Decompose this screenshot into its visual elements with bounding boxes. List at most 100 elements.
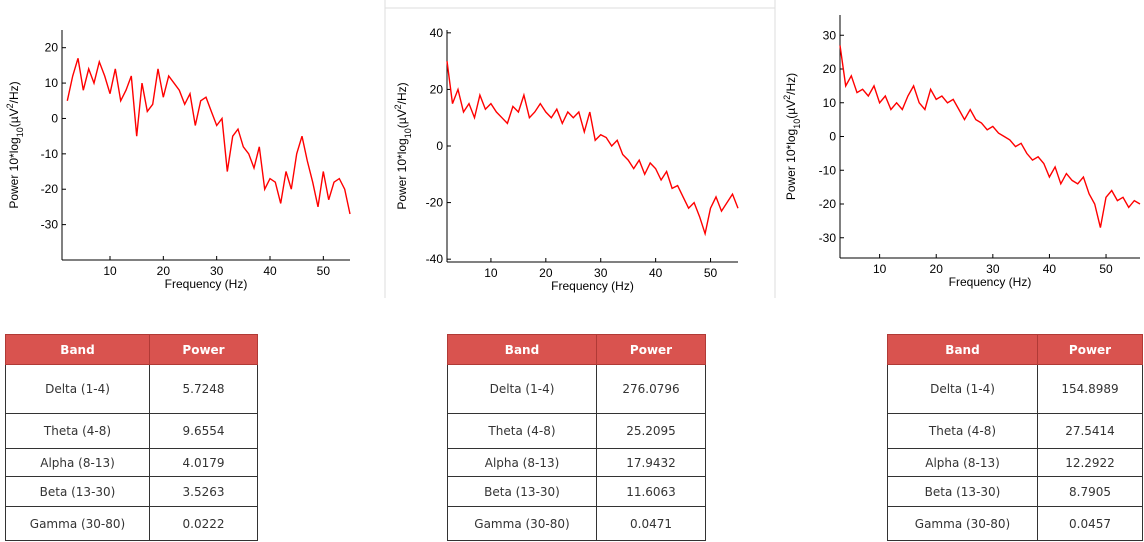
y-tick-label: -20 bbox=[41, 182, 59, 196]
x-tick-label: 30 bbox=[210, 264, 224, 278]
y-tick-label: 10 bbox=[45, 76, 59, 90]
table-row: Beta (13-30) 8.7905 bbox=[887, 476, 1143, 507]
y-axis-label-part: Power 10*log bbox=[395, 138, 409, 209]
table-cell: Alpha (8-13) bbox=[447, 448, 597, 477]
y-tick-label: 20 bbox=[430, 82, 444, 96]
table-row: Delta (1-4) 154.8989 bbox=[887, 364, 1143, 414]
table-cell: 276.0796 bbox=[596, 364, 706, 414]
y-axis-label-part: 2 bbox=[5, 103, 15, 108]
table-row: Gamma (30-80) 0.0471 bbox=[447, 506, 706, 541]
y-tick-label: -20 bbox=[426, 196, 444, 210]
y-axis-label-part: /Hz) bbox=[784, 73, 798, 95]
table-cell: Delta (1-4) bbox=[5, 364, 150, 414]
x-axis-label: Frequency (Hz) bbox=[949, 275, 1032, 289]
table-row: Alpha (8-13) 17.9432 bbox=[447, 448, 706, 477]
table-cell: Theta (4-8) bbox=[447, 413, 597, 449]
y-tick-label: -40 bbox=[426, 252, 444, 266]
table-cell: Theta (4-8) bbox=[887, 413, 1038, 449]
y-tick-label: -30 bbox=[41, 218, 59, 232]
x-tick-label: 40 bbox=[263, 264, 277, 278]
spectrum-line bbox=[446, 61, 739, 237]
header-cell: Power bbox=[596, 334, 706, 365]
x-tick-label: 20 bbox=[930, 262, 944, 276]
band-power-table: Band Power Delta (1-4) 276.0796 Theta (4-8) 2… bbox=[447, 334, 706, 541]
table-cell: Beta (13-30) bbox=[887, 476, 1038, 507]
header-cell: Power bbox=[149, 334, 258, 365]
table-cell: 5.7248 bbox=[149, 364, 258, 414]
x-tick-label: 40 bbox=[1043, 262, 1057, 276]
table-cell: Delta (1-4) bbox=[447, 364, 597, 414]
y-axis-label-part: (µV bbox=[395, 109, 409, 128]
y-axis-label-part: (µV bbox=[784, 100, 798, 119]
x-tick-label: 50 bbox=[1099, 262, 1113, 276]
table-row: Beta (13-30) 3.5263 bbox=[5, 476, 258, 507]
y-tick-label: -20 bbox=[819, 197, 837, 211]
table-row: Alpha (8-13) 4.0179 bbox=[5, 448, 258, 477]
table-cell: 0.0457 bbox=[1037, 506, 1143, 541]
table-cell: Theta (4-8) bbox=[5, 413, 150, 449]
y-axis-label-part: 2 bbox=[393, 104, 403, 109]
y-tick-label: 20 bbox=[45, 41, 59, 55]
header-cell: Band bbox=[5, 334, 150, 365]
x-tick-label: 50 bbox=[704, 266, 718, 280]
table-cell: Beta (13-30) bbox=[447, 476, 597, 507]
table-cell: 4.0179 bbox=[149, 448, 258, 477]
table-cell: Alpha (8-13) bbox=[5, 448, 150, 477]
y-tick-label: 0 bbox=[51, 111, 58, 125]
table-row: Delta (1-4) 276.0796 bbox=[447, 364, 706, 414]
table-cell: Gamma (30-80) bbox=[447, 506, 597, 541]
y-tick-label: 0 bbox=[436, 139, 443, 153]
x-tick-label: 50 bbox=[317, 264, 331, 278]
table-cell: Gamma (30-80) bbox=[5, 506, 150, 541]
x-tick-label: 30 bbox=[986, 262, 1000, 276]
table-cell: 9.6554 bbox=[149, 413, 258, 449]
table-cell: 11.6063 bbox=[596, 476, 706, 507]
y-tick-label: -10 bbox=[819, 163, 837, 177]
x-axis-label: Frequency (Hz) bbox=[165, 277, 248, 291]
header-cell: Band bbox=[447, 334, 597, 365]
x-axis-label: Frequency (Hz) bbox=[551, 279, 634, 293]
y-axis-label: Power 10*log10(µV2/Hz) bbox=[393, 82, 413, 209]
x-tick-label: 40 bbox=[649, 266, 663, 280]
x-tick-label: 20 bbox=[539, 266, 553, 280]
table-cell: Delta (1-4) bbox=[887, 364, 1038, 414]
table-row: Delta (1-4) 5.7248 bbox=[5, 364, 258, 414]
band-power-table: Band Power Delta (1-4) 5.7248 Theta (4-8) 9.6… bbox=[5, 334, 258, 541]
spectrum-line bbox=[839, 45, 1141, 228]
y-axis-label-part: Power 10*log bbox=[784, 129, 798, 200]
x-tick-label: 10 bbox=[484, 266, 498, 280]
header-row: Band Power bbox=[887, 334, 1143, 365]
table-cell: 154.8989 bbox=[1037, 364, 1143, 414]
header-cell: Band bbox=[887, 334, 1038, 365]
table-cell: 17.9432 bbox=[596, 448, 706, 477]
y-tick-label: 0 bbox=[829, 130, 836, 144]
header-row: Band Power bbox=[5, 334, 258, 365]
table-cell: Alpha (8-13) bbox=[887, 448, 1038, 477]
table-cell: 27.5414 bbox=[1037, 413, 1143, 449]
table-cell: 0.0471 bbox=[596, 506, 706, 541]
y-tick-label: 10 bbox=[823, 96, 837, 110]
y-axis-label: Power 10*log10(µV2/Hz) bbox=[5, 81, 25, 208]
table-cell: 8.7905 bbox=[1037, 476, 1143, 507]
table-row: Alpha (8-13) 12.2922 bbox=[887, 448, 1143, 477]
y-axis-label-part: 2 bbox=[782, 95, 792, 100]
x-tick-label: 30 bbox=[594, 266, 608, 280]
table-row: Theta (4-8) 27.5414 bbox=[887, 413, 1143, 449]
table-cell: Beta (13-30) bbox=[5, 476, 150, 507]
y-axis-label-part: /Hz) bbox=[7, 81, 21, 103]
table-cell: 0.0222 bbox=[149, 506, 258, 541]
y-tick-label: -10 bbox=[41, 147, 59, 161]
table-row: Theta (4-8) 9.6554 bbox=[5, 413, 258, 449]
y-axis-label: Power 10*log10(µV2/Hz) bbox=[782, 73, 802, 200]
table-row: Gamma (30-80) 0.0222 bbox=[5, 506, 258, 541]
y-axis-label-part: /Hz) bbox=[395, 82, 409, 104]
table-cell: 12.2922 bbox=[1037, 448, 1143, 477]
x-tick-label: 10 bbox=[873, 262, 887, 276]
y-axis-label-part: 10 bbox=[15, 127, 25, 137]
table-row: Theta (4-8) 25.2095 bbox=[447, 413, 706, 449]
header-row: Band Power bbox=[447, 334, 706, 365]
table-cell: 3.5263 bbox=[149, 476, 258, 507]
spectrum-line bbox=[66, 58, 351, 215]
y-axis-label-part: (µV bbox=[7, 108, 21, 127]
